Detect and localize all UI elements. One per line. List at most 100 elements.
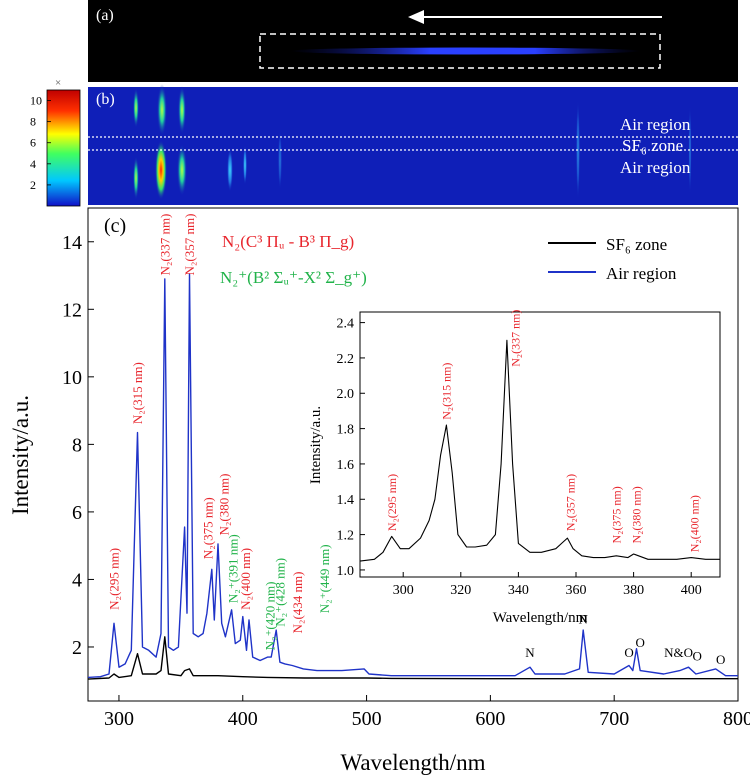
peak-label: N₂(357 nm) <box>563 474 577 531</box>
panel-a-label: (a) <box>96 7 114 24</box>
main-x-axis-title: Wavelength/nm <box>340 750 485 775</box>
inset-y-axis-title: Intensity/a.u. <box>308 406 324 484</box>
panel-b-background <box>88 87 738 205</box>
peak-label: O <box>692 648 701 663</box>
x-tick-label: 800 <box>723 708 750 730</box>
peak-label: N₂(400 nm) <box>687 495 701 552</box>
y-tick-label: 4 <box>72 569 82 591</box>
y-tick-label: 10 <box>62 367 82 389</box>
colorbar-multiplier: × <box>55 77 61 89</box>
y-tick-label: 1.6 <box>337 458 355 473</box>
peak-label: N₂(380 nm) <box>217 474 232 536</box>
series-line-air-region <box>87 273 738 679</box>
x-tick-label: 380 <box>623 583 644 598</box>
x-tick-label: 340 <box>508 583 529 598</box>
inset-x-axis-title: Wavelength/nm <box>493 610 588 626</box>
direction-arrow-head <box>408 10 424 24</box>
peak-label: N₂(295 nm) <box>107 548 122 610</box>
region-label-air-bottom: Air region <box>620 158 691 177</box>
band-legend-n2: N₂(C³ Πᵤ - B³ Π_g) <box>222 232 354 251</box>
x-tick-label: 400 <box>228 708 258 730</box>
peak-label: N₂(337 nm) <box>157 214 172 276</box>
peak-label: O <box>624 645 633 660</box>
main-y-axis-title: Intensity/a.u. <box>8 395 33 515</box>
peak-label: N₂(357 nm) <box>182 214 197 276</box>
region-label-air-top: Air region <box>620 115 691 134</box>
colorbar: × 10 8 6 4 2 <box>30 77 81 207</box>
x-tick-label: 360 <box>566 583 587 598</box>
panel-b: (b) Air region SF₆ zone Air region <box>88 84 738 205</box>
peak-label: N₂(434 nm) <box>290 572 305 634</box>
inset-annotations: N₂(295 nm) N₂(315 nm) N₂(337 nm) N₂(357 nm)… <box>385 310 701 553</box>
y-tick-label: 14 <box>62 232 82 254</box>
peak-label: N₂(375 nm) <box>201 497 216 559</box>
main-ticks: 300 400 500 600 700 800 2 4 6 8 10 12 14 <box>62 232 750 730</box>
colorbar-tick-label: 10 <box>30 94 42 108</box>
x-tick-label: 300 <box>104 708 134 730</box>
y-tick-label: 2.4 <box>337 317 355 332</box>
x-tick-label: 400 <box>681 583 702 598</box>
panel-a: (a) <box>88 0 738 82</box>
y-tick-label: 2 <box>72 637 82 659</box>
colorbar-tick-label: 4 <box>30 157 36 171</box>
legend: SF₆ zone Air region <box>548 235 677 283</box>
series-line-sf6-zone <box>87 636 738 680</box>
series-line-sf6-zone <box>359 339 720 562</box>
inset-series <box>359 339 720 562</box>
x-tick-label: 500 <box>352 708 382 730</box>
panel-b-streaks <box>133 84 692 200</box>
x-tick-label: 320 <box>450 583 471 598</box>
inset-frame <box>359 311 721 578</box>
y-tick-label: 6 <box>72 502 82 524</box>
inset-ticks: 300 320 340 360 380 400 1.0 1.2 1.4 1.6 1.8 2.0 2.2 2… <box>337 317 702 599</box>
peak-label: N₂(380 nm) <box>630 486 644 543</box>
peak-label: N₂⁺(428 nm) <box>272 558 287 627</box>
peak-label: N₂(400 nm) <box>238 548 253 610</box>
legend-entry-air: Air region <box>606 264 677 283</box>
emission-beam <box>290 47 640 55</box>
y-tick-label: 2.0 <box>337 387 355 402</box>
x-tick-label: 600 <box>475 708 505 730</box>
colorbar-tick-label: 2 <box>30 178 36 192</box>
peak-label: O <box>716 652 725 667</box>
colorbar-tick-label: 6 <box>30 136 36 150</box>
panel-b-label: (b) <box>96 91 115 108</box>
legend-entry-sf6: SF₆ zone <box>606 235 667 254</box>
peak-label: O <box>635 635 644 650</box>
peak-label: N₂⁺(391 nm) <box>225 534 240 603</box>
x-tick-label: 300 <box>393 583 414 598</box>
peak-label: N₂⁺(449 nm) <box>317 544 332 613</box>
peak-label: N₂(315 nm) <box>130 362 145 424</box>
peak-label: N₂(375 nm) <box>610 486 624 543</box>
inset-plot: 300 320 340 360 380 400 1.0 1.2 1.4 1.6 1.8 2.0 2.2 2… <box>308 310 721 626</box>
peak-label: N₂(295 nm) <box>385 474 399 531</box>
y-tick-label: 1.2 <box>337 529 355 544</box>
y-tick-label: 2.2 <box>337 352 355 367</box>
peak-label: N&O <box>664 645 693 660</box>
peak-label: N <box>525 645 535 660</box>
peak-label: N₂(337 nm) <box>509 310 523 367</box>
x-tick-label: 700 <box>599 708 629 730</box>
peak-label: N₂(315 nm) <box>440 363 454 420</box>
region-label-sf6: SF₆ zone <box>622 136 683 155</box>
y-tick-label: 12 <box>62 299 82 321</box>
y-tick-label: 1.8 <box>337 423 355 438</box>
y-tick-label: 1.0 <box>337 564 355 579</box>
inset-background <box>360 312 720 577</box>
colorbar-tick-label: 8 <box>30 115 36 129</box>
main-series <box>87 273 738 680</box>
y-tick-label: 8 <box>72 434 82 456</box>
main-plot-frame <box>87 207 739 702</box>
panel-a-background <box>88 0 738 82</box>
panel-c-label: (c) <box>104 215 126 237</box>
peak-label: N₂⁺(420 nm) <box>263 582 278 651</box>
main-annotations: N₂(295 nm) N₂(315 nm) N₂(337 nm) N₂(357 nm)… <box>107 214 726 667</box>
y-tick-label: 1.4 <box>337 493 355 508</box>
colorbar-ticks: 10 8 6 4 2 <box>30 94 51 192</box>
colorbar-gradient <box>46 89 81 207</box>
band-legend-n2plus: N₂⁺(B² Σᵤ⁺-X² Σ_g⁺) <box>220 268 367 287</box>
dashed-region-box <box>259 33 661 69</box>
peak-label: N <box>579 611 589 626</box>
